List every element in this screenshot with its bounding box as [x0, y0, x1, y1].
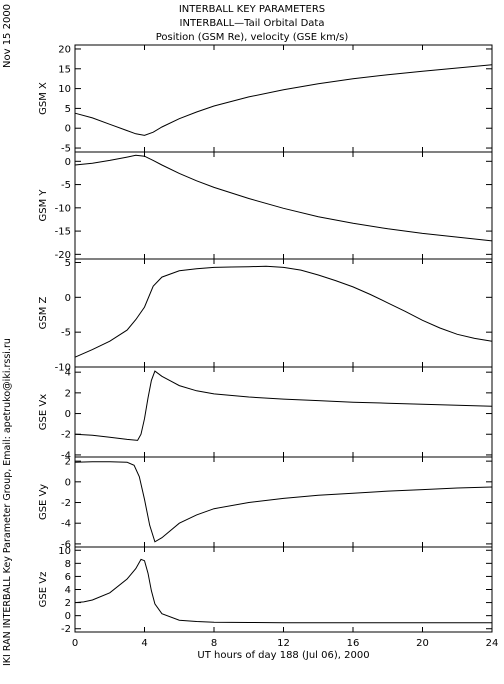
x-tick-label: 12	[277, 638, 290, 649]
y-tick-label: 0	[65, 477, 71, 488]
y-axis-label: GSE Vy	[38, 484, 49, 520]
y-tick-label: -6	[61, 539, 71, 550]
y-tick-label: 5	[65, 258, 71, 269]
panel-frame	[74, 546, 493, 633]
y-tick-label: 8	[65, 559, 71, 570]
panel-gsm-z: -10 -5 0 5 GSM Z	[38, 258, 493, 374]
series-line	[74, 154, 493, 242]
x-axis-label: UT hours of day 188 (Jul 06), 2000	[197, 650, 369, 661]
panel-gse-vz: -2 0 2 4 6 8 10 GSE Vz	[38, 546, 493, 635]
x-axis: 0 4 8 12 16 20 24 UT hours of day 188 (Jul 06),…	[72, 638, 499, 661]
panel-frame	[74, 44, 493, 153]
y-tick-label: -2	[61, 430, 71, 441]
panel-frame	[74, 258, 493, 368]
y-axis-label: GSM X	[38, 82, 49, 115]
y-tick-label: -2	[61, 624, 71, 635]
y-tick-label: -20	[55, 250, 71, 261]
panel-gsm-x: -5 0 5 10 15 20 GSM X	[38, 44, 493, 155]
y-tick-label: -15	[55, 227, 71, 238]
panel-frame	[74, 456, 493, 548]
y-tick-label: 0	[65, 409, 71, 420]
series-line	[74, 461, 493, 543]
y-tick-label: 15	[58, 64, 71, 75]
y-tick-label: -10	[55, 203, 71, 214]
y-tick-label: -4	[61, 519, 71, 530]
panel-gsm-y: -20 -15 -10 -5 0 GSM Y	[38, 151, 493, 261]
series-line	[74, 558, 492, 624]
y-tick-label: 6	[65, 572, 71, 583]
x-tick-label: 20	[416, 638, 429, 649]
y-axis-label: GSE Vz	[38, 572, 49, 608]
y-tick-label: 10	[58, 546, 71, 557]
panel-gse-vy: -6 -4 -2 0 2 GSE Vy	[38, 456, 493, 550]
y-axis-label: GSM Z	[38, 296, 49, 329]
panel-gse-vx: -4 -2 0 2 4 GSE Vx	[38, 366, 493, 461]
panel-frame	[74, 151, 493, 260]
y-tick-label: 0	[65, 124, 71, 135]
chart-subtitle-2: Position (GSM Re), velocity (GSE km/s)	[155, 32, 349, 43]
y-tick-label: -10	[55, 363, 71, 374]
y-axis-label: GSE Vx	[38, 394, 49, 430]
y-tick-label: 2	[65, 388, 71, 399]
y-tick-label: -5	[61, 180, 71, 191]
y-tick-label: 4	[65, 368, 71, 379]
y-tick-label: 5	[65, 104, 71, 115]
x-tick-label: 24	[486, 638, 499, 649]
y-tick-label: 0	[65, 157, 71, 168]
chart-subtitle: INTERBALL—Tail Orbital Data	[179, 18, 325, 29]
y-tick-label: -5	[61, 144, 71, 155]
y-tick-label: 0	[65, 293, 71, 304]
x-tick-label: 0	[72, 638, 78, 649]
y-tick-label: 2	[65, 598, 71, 609]
y-axis-label: GSM Y	[38, 189, 49, 222]
panel-frame	[74, 366, 493, 458]
chart-title: INTERBALL KEY PARAMETERS	[178, 4, 326, 15]
y-tick-label: -2	[61, 498, 71, 509]
series-line	[74, 370, 493, 441]
x-tick-label: 8	[211, 638, 217, 649]
y-tick-label: 20	[58, 44, 71, 55]
x-tick-label: 4	[141, 638, 147, 649]
y-tick-label: 10	[58, 84, 71, 95]
x-tick-label: 16	[347, 638, 360, 649]
series-line	[74, 64, 493, 136]
y-tick-label: 4	[65, 585, 71, 596]
y-tick-label: 0	[65, 611, 71, 622]
series-line	[74, 265, 493, 358]
y-tick-label: -4	[61, 450, 71, 461]
y-tick-label: 2	[65, 457, 71, 468]
y-tick-label: -5	[61, 328, 71, 339]
